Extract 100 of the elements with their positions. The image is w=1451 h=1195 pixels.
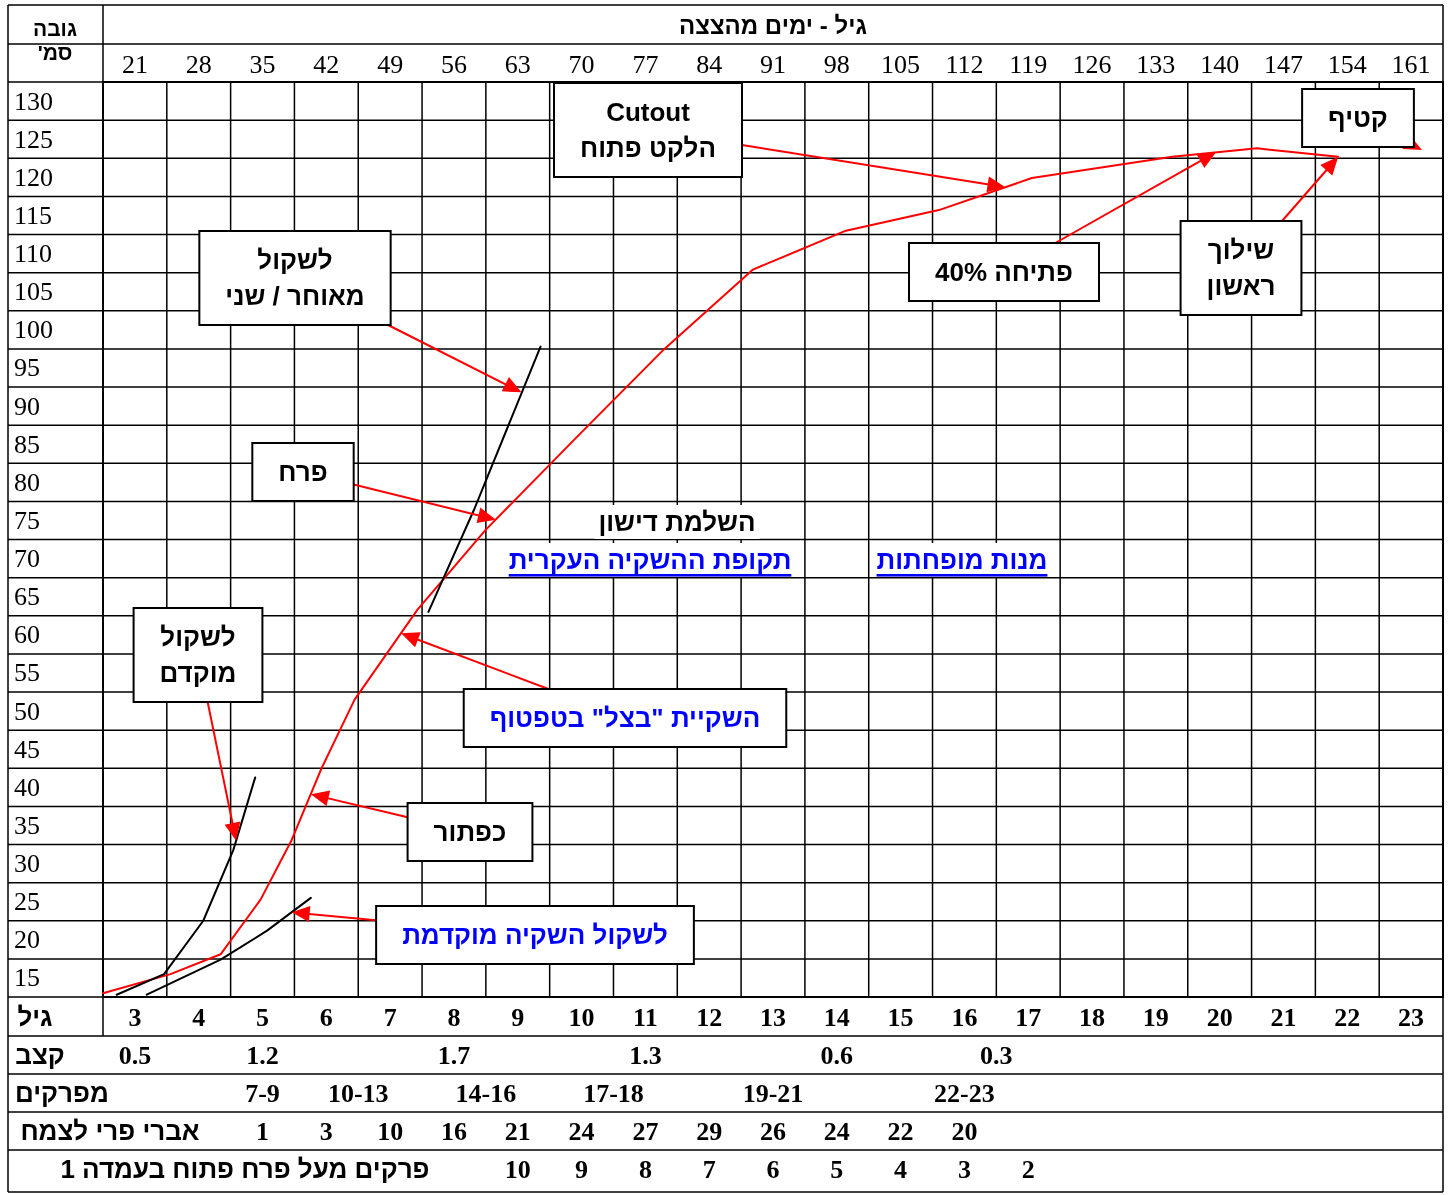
text: 14-16 [455,1078,517,1108]
x-tick-label: 84 [696,49,723,79]
text: 3 [319,1116,333,1146]
y-tick-label: 120 [14,162,53,192]
y-tick-label: 80 [14,467,40,497]
x-tick-label: 98 [823,49,850,79]
text: 24 [823,1116,850,1146]
text: 6 [766,1154,780,1184]
y-tick-label: 60 [14,620,40,650]
y-tick-label: 65 [14,582,40,612]
y-tick-label: 105 [14,277,53,307]
text: 12 [696,1002,723,1032]
x-tick-label: 119 [1009,49,1048,79]
text: 21 [504,1116,531,1146]
y-tick-label: 50 [14,696,40,726]
note: לשקול מוקדם [132,607,264,841]
text: 21 [1270,1002,1297,1032]
y-tick-label: 35 [14,810,40,840]
text: 0.5 [118,1040,152,1070]
x-tick-label: 42 [313,49,340,79]
text: 10 [377,1116,404,1146]
y-tick-label: 25 [14,887,40,917]
y-tick-label: 125 [14,124,53,154]
note: לשקול מאוחר / שני [198,230,522,393]
text: 5 [256,1002,270,1032]
y-tick-label: 100 [14,315,53,345]
y-tick-label: 30 [14,849,40,879]
text: 4 [894,1154,908,1184]
text: 3 [128,1002,142,1032]
x-tick-label: 63 [504,49,531,79]
text: אברי פרי לצמח [20,1116,200,1146]
annotation: לשקול מאוחר / שני [225,245,365,311]
annotation: תקופת ההשקיה העקרית [508,545,792,575]
y-tick-label: 110 [14,239,53,269]
text: 26 [760,1116,786,1146]
text: 22 [1334,1002,1361,1032]
y-tick-label: 90 [14,391,40,421]
text: 15 [887,1002,914,1032]
annotation: מנות מופחתות [876,545,1048,575]
text: 27 [632,1116,659,1146]
text: 4 [192,1002,206,1032]
text: 20 [1206,1002,1233,1032]
text: 22-23 [934,1078,995,1108]
text: 11 [633,1002,658,1032]
annotation: השלמת דישון [598,507,756,537]
text: גיל [17,1002,53,1032]
x-tick-label: 147 [1263,49,1303,79]
y-tick-label: 55 [14,658,40,688]
text: 1 [256,1116,270,1146]
text: פרקים מעל פרח פתוח בעמדה 1 [60,1154,430,1184]
note: קטיף [1301,88,1422,150]
y-tick-label: 70 [14,544,40,574]
text: 20 [951,1116,978,1146]
text: 1.2 [246,1040,279,1070]
y-tick-label: 20 [14,925,40,955]
text: 7-9 [245,1078,280,1108]
annotation: השקיית "בצל" בטפטוף [489,703,761,733]
text: קצב [15,1040,65,1070]
x-tick-label: 21 [121,49,148,79]
annotation: כפתור [433,817,507,847]
text: 9 [575,1154,589,1184]
y-tick-label: 45 [14,734,40,764]
text: 17-18 [583,1078,644,1108]
x-tick-label: 70 [568,49,595,79]
x-tick-label: 28 [185,49,212,79]
y-axis-title: גובה סמ' [32,16,78,64]
x-tick-label: 77 [632,49,659,79]
x-tick-label: 140 [1200,49,1240,79]
text: 8 [638,1154,652,1184]
x-tick-label: 126 [1072,49,1112,79]
text: 0.6 [820,1040,854,1070]
text: 8 [447,1002,461,1032]
text: 19-21 [742,1078,804,1108]
annotation: לשקול מוקדם [159,622,237,688]
text: 5 [830,1154,844,1184]
x-tick-label: 35 [249,49,276,79]
text: 1.3 [629,1040,662,1070]
text: 0.3 [980,1040,1013,1070]
annotation: פרח [278,457,328,487]
text: 13 [760,1002,786,1032]
note: לשקול השקיה מוקדמת [291,905,695,965]
text: 3 [957,1154,971,1184]
x-tick-label: 105 [881,49,921,79]
y-tick-label: 130 [14,86,53,116]
annotation: לשקול השקיה מוקדמת [402,920,668,950]
text: 18 [1079,1002,1106,1032]
note: פרח [251,442,496,524]
y-tick-label: 85 [14,429,40,459]
x-tick-label: 56 [440,49,467,79]
annotation: שילוך ראשון [1206,235,1276,301]
text: 17 [1015,1002,1042,1032]
text: 24 [568,1116,595,1146]
text: 6 [319,1002,333,1032]
text: 10 [568,1002,595,1032]
text: 29 [696,1116,723,1146]
text: 22 [887,1116,914,1146]
text: 2 [1021,1154,1035,1184]
y-tick-label: 95 [14,353,40,383]
x-tick-label: 49 [377,49,404,79]
annotation: פתיחה 40% [935,257,1073,287]
